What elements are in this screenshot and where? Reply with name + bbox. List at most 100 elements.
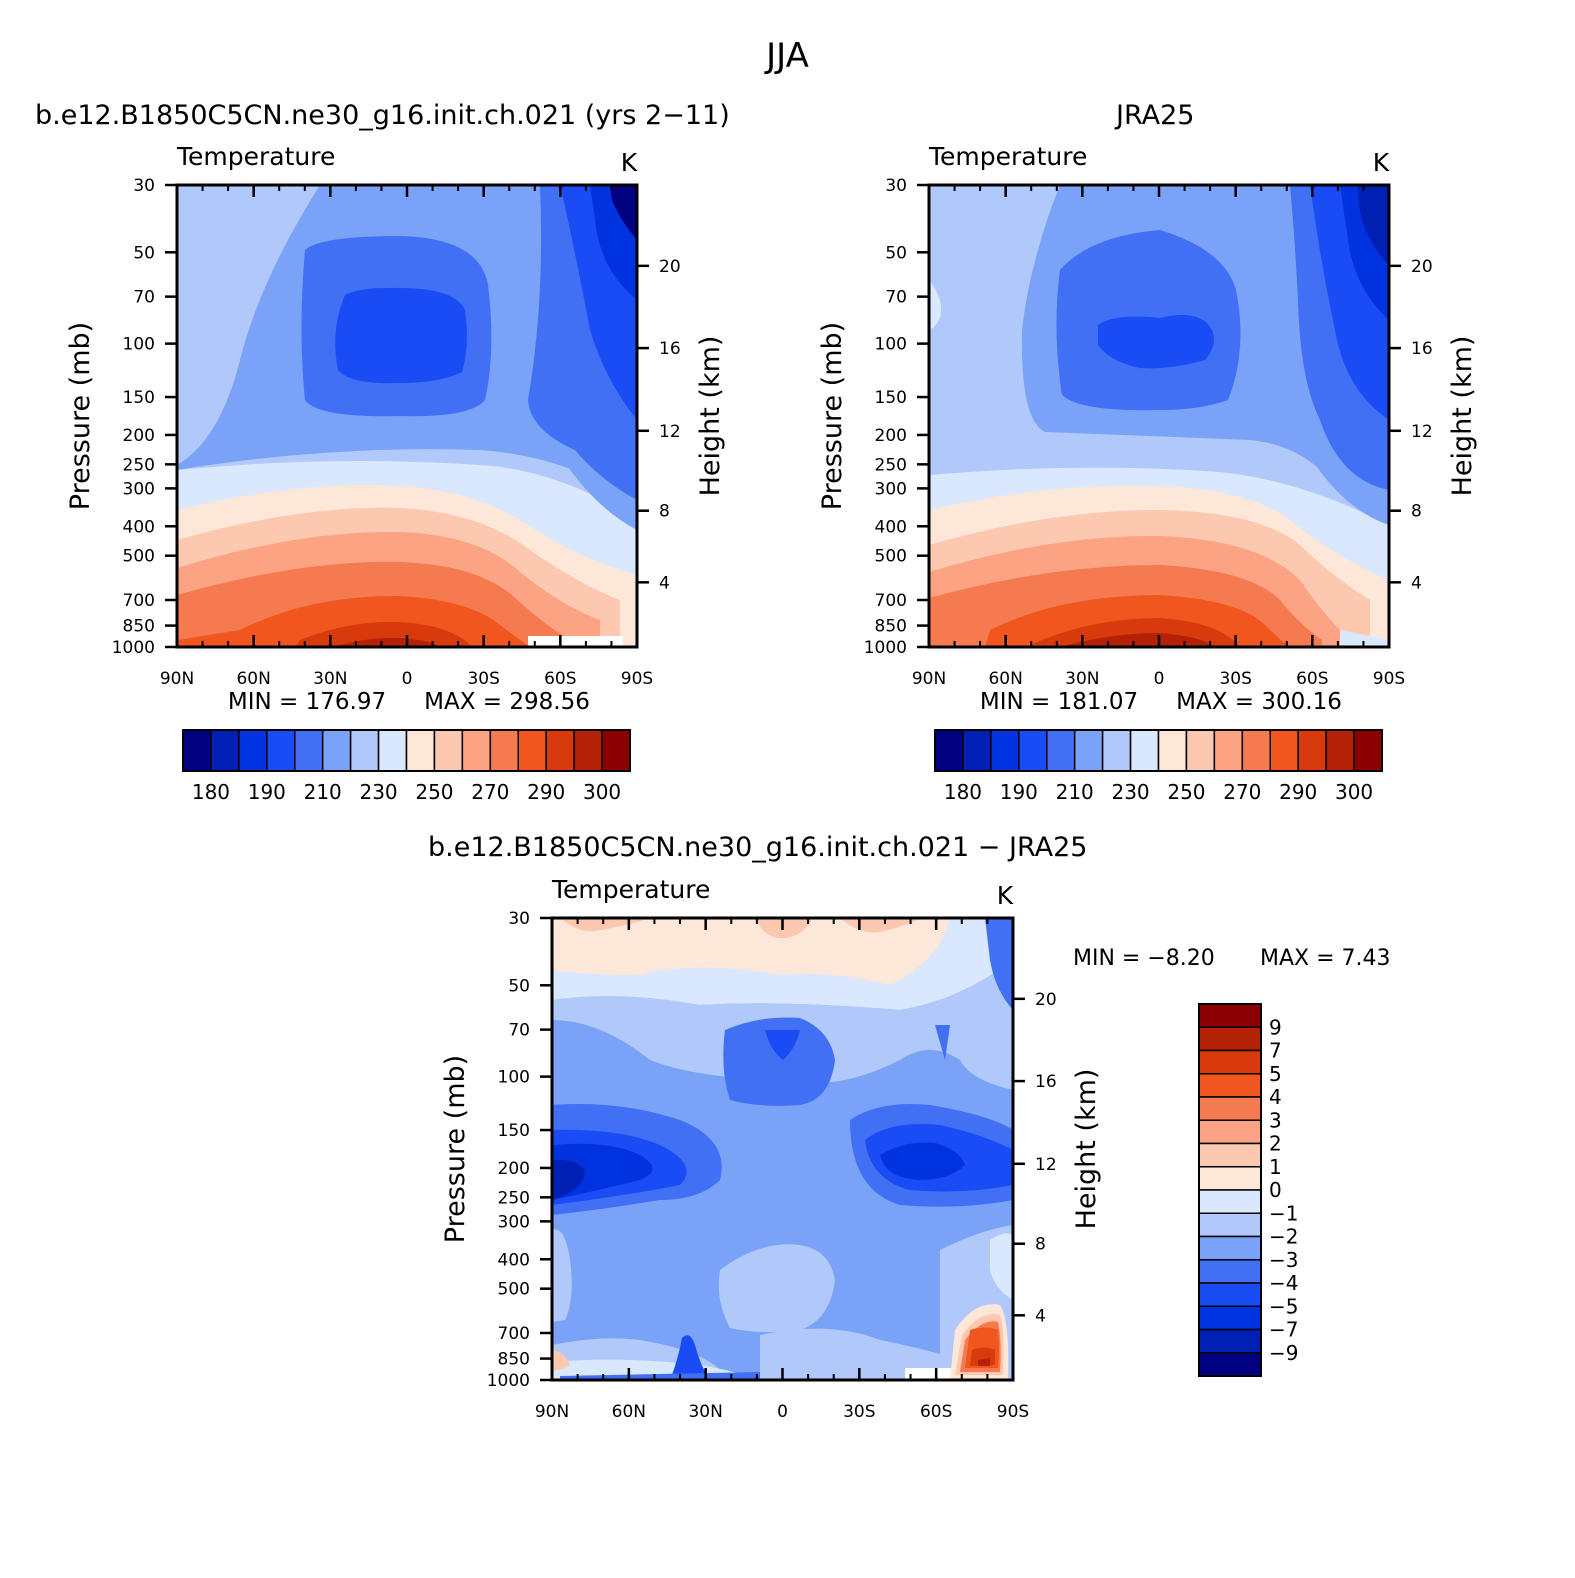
- panel3-ytick-label: 300: [498, 1212, 530, 1232]
- panel3-ytick-label: 500: [498, 1280, 530, 1300]
- panel2-colorbar-frame: [934, 729, 1383, 772]
- panel3-colorbar-box: [1198, 1049, 1262, 1075]
- panel3-ytick-label: 400: [498, 1250, 530, 1270]
- panel3-ytick-label: 100: [498, 1068, 530, 1088]
- panel3-max-label: MAX = 7.43: [1260, 946, 1391, 971]
- panel3-colorbar-box: [1198, 1142, 1262, 1168]
- panel3-ytick-label: 250: [498, 1188, 530, 1208]
- panel1-colorbar-box: [405, 729, 436, 772]
- panel3-colorbar-label: 3: [1269, 1108, 1282, 1132]
- panel2-colorbar-box: [1269, 729, 1299, 772]
- panel2-ytick-label: 100: [875, 335, 907, 355]
- panel1-min-label: MIN = 176.97: [228, 689, 386, 715]
- panel1-ytick-label: 250: [123, 455, 155, 475]
- panel3-colorbar-box: [1198, 1235, 1262, 1261]
- panel2-colorbar-label: 250: [1167, 780, 1205, 804]
- panel2-colorbar-box: [934, 729, 964, 772]
- panel1-y2tick-label: 16: [659, 339, 681, 359]
- panel1-colorbar-label: 230: [359, 780, 397, 804]
- panel2-xtick-label: 90S: [1373, 669, 1405, 689]
- panel2-xtick-label: 30N: [1065, 669, 1099, 689]
- panel1-colorbar-box: [573, 729, 603, 772]
- panel2-title: JRA25: [1116, 100, 1195, 131]
- panel3-colorbar-frame: [1198, 1003, 1262, 1377]
- panel2-colorbar-label: 270: [1223, 780, 1261, 804]
- panel1-xtick-label: 30S: [467, 669, 499, 689]
- panel1-field: [177, 185, 637, 647]
- panel3-ytick-label: 150: [498, 1121, 530, 1141]
- panel3-colorbar-label: −7: [1269, 1318, 1298, 1342]
- panel3-colorbar-box: [1198, 1026, 1262, 1052]
- panel1-colorbar-box: [182, 729, 212, 772]
- panel1-colorbar-box: [210, 729, 240, 772]
- axes-layer: 90N 60N 30N 0 30S 60S 90S305070100150200250300…: [65, 142, 1478, 1422]
- panel2-ylabel: Pressure (mb): [817, 322, 848, 510]
- panel2-colorbar-label: 300: [1335, 780, 1373, 804]
- panel2-colorbar-box: [1157, 729, 1188, 772]
- panel2-colorbar-box: [1241, 729, 1271, 772]
- panel3-colorbar-label: 4: [1269, 1085, 1282, 1109]
- panel1-colorbar-label: 190: [248, 780, 286, 804]
- panel3-y2label: Height (km): [1071, 1069, 1102, 1230]
- panel1-units: K: [621, 148, 638, 177]
- panel1-colorbar-box: [377, 729, 408, 772]
- panel3-colorbar-box: [1198, 1119, 1262, 1145]
- panel2-colorbar-box: [1018, 729, 1048, 772]
- panel3-xtick-label: 30S: [843, 1402, 875, 1422]
- panel2-y2tick-label: 20: [1411, 257, 1433, 277]
- panel2-axes: 90N 60N 30N 0 30S 60S 90S 30 50 70 100 150 200 250 300…: [817, 142, 1478, 689]
- panel1-colorbar-label: 270: [471, 780, 509, 804]
- panel3-colorbar: MIN = −8.20 MAX = 7.4397543210−1−2−3−4−5−…: [1073, 946, 1391, 1377]
- panel3-xtick-label: 30N: [688, 1402, 722, 1422]
- panel3-y2tick-label: 4: [1035, 1306, 1046, 1326]
- panel2-colorbar-box: [1073, 729, 1104, 772]
- panel1-colorbar-box: [489, 729, 519, 772]
- panel2-colorbar-box: [1129, 729, 1160, 772]
- panel1-colorbar-box: [517, 729, 547, 772]
- panel1-ytick-label: 700: [123, 591, 155, 611]
- panel3-colorbar-box: [1198, 1305, 1262, 1331]
- panel2-colorbar-box: [1213, 729, 1244, 772]
- panel3-colorbar-label: 0: [1269, 1178, 1282, 1202]
- panel2-colorbar: MIN = 181.07 MAX = 300.16 180 190 210 230 250 2…: [934, 689, 1383, 804]
- panel3-colorbar-box: [1198, 1352, 1262, 1377]
- panel3-colorbar-box: [1198, 1212, 1262, 1238]
- panel2-colorbar-box: [1297, 729, 1327, 772]
- panel3-xtick-label: 60N: [612, 1402, 646, 1422]
- panel3-colorbar-box: [1198, 1259, 1262, 1284]
- panel2-colorbar-box: [1046, 729, 1076, 772]
- panel3-colorbar-label: 1: [1269, 1155, 1282, 1179]
- panel2-left-label: Temperature: [928, 142, 1087, 171]
- panel1-ytick-label: 70: [133, 288, 155, 308]
- panel2-colorbar-label: 290: [1279, 780, 1317, 804]
- panel3-ytick-label: 30: [508, 909, 530, 929]
- panel2-ytick-label: 30: [885, 176, 907, 196]
- panel3-colorbar-label: −5: [1269, 1294, 1298, 1318]
- panel3-colorbar-box: [1198, 1003, 1262, 1028]
- panel3-colorbar-box: [1198, 1328, 1262, 1354]
- panel3-ytick-label: 200: [498, 1159, 530, 1179]
- panel1-xtick-label: 90S: [621, 669, 653, 689]
- panel2-ytick-label: 50: [885, 243, 907, 263]
- panel2-xtick-label: 90N: [912, 669, 946, 689]
- panel1-xtick-label: 60S: [544, 669, 576, 689]
- panel3-field: [552, 918, 1013, 1380]
- panel1-y2tick-label: 8: [659, 502, 670, 522]
- figure-title: JJA: [766, 36, 809, 76]
- panel3-colorbar-label: 7: [1269, 1039, 1282, 1063]
- panel1-y2label: Height (km): [695, 336, 726, 497]
- panel1-ytick-label: 50: [133, 243, 155, 263]
- panel3-xtick-label: 90N: [535, 1402, 569, 1422]
- panel1-ytick-label: 150: [123, 388, 155, 408]
- panel1-colorbar-box: [349, 729, 380, 772]
- panel3-y2tick-label: 12: [1035, 1155, 1057, 1175]
- panel1-colorbar-label: 180: [192, 780, 230, 804]
- panel2-ytick-label: 850: [875, 617, 907, 637]
- panel1-colorbar-frame: [182, 729, 631, 772]
- panel2-y2label: Height (km): [1447, 336, 1478, 497]
- panel2-colorbar-box: [1185, 729, 1216, 772]
- panel3-xtick-label: 90S: [997, 1402, 1029, 1422]
- panel3-title: b.e12.B1850C5CN.ne30_g16.init.ch.021 − J…: [428, 832, 1088, 863]
- panel1-y2tick-label: 12: [659, 422, 681, 442]
